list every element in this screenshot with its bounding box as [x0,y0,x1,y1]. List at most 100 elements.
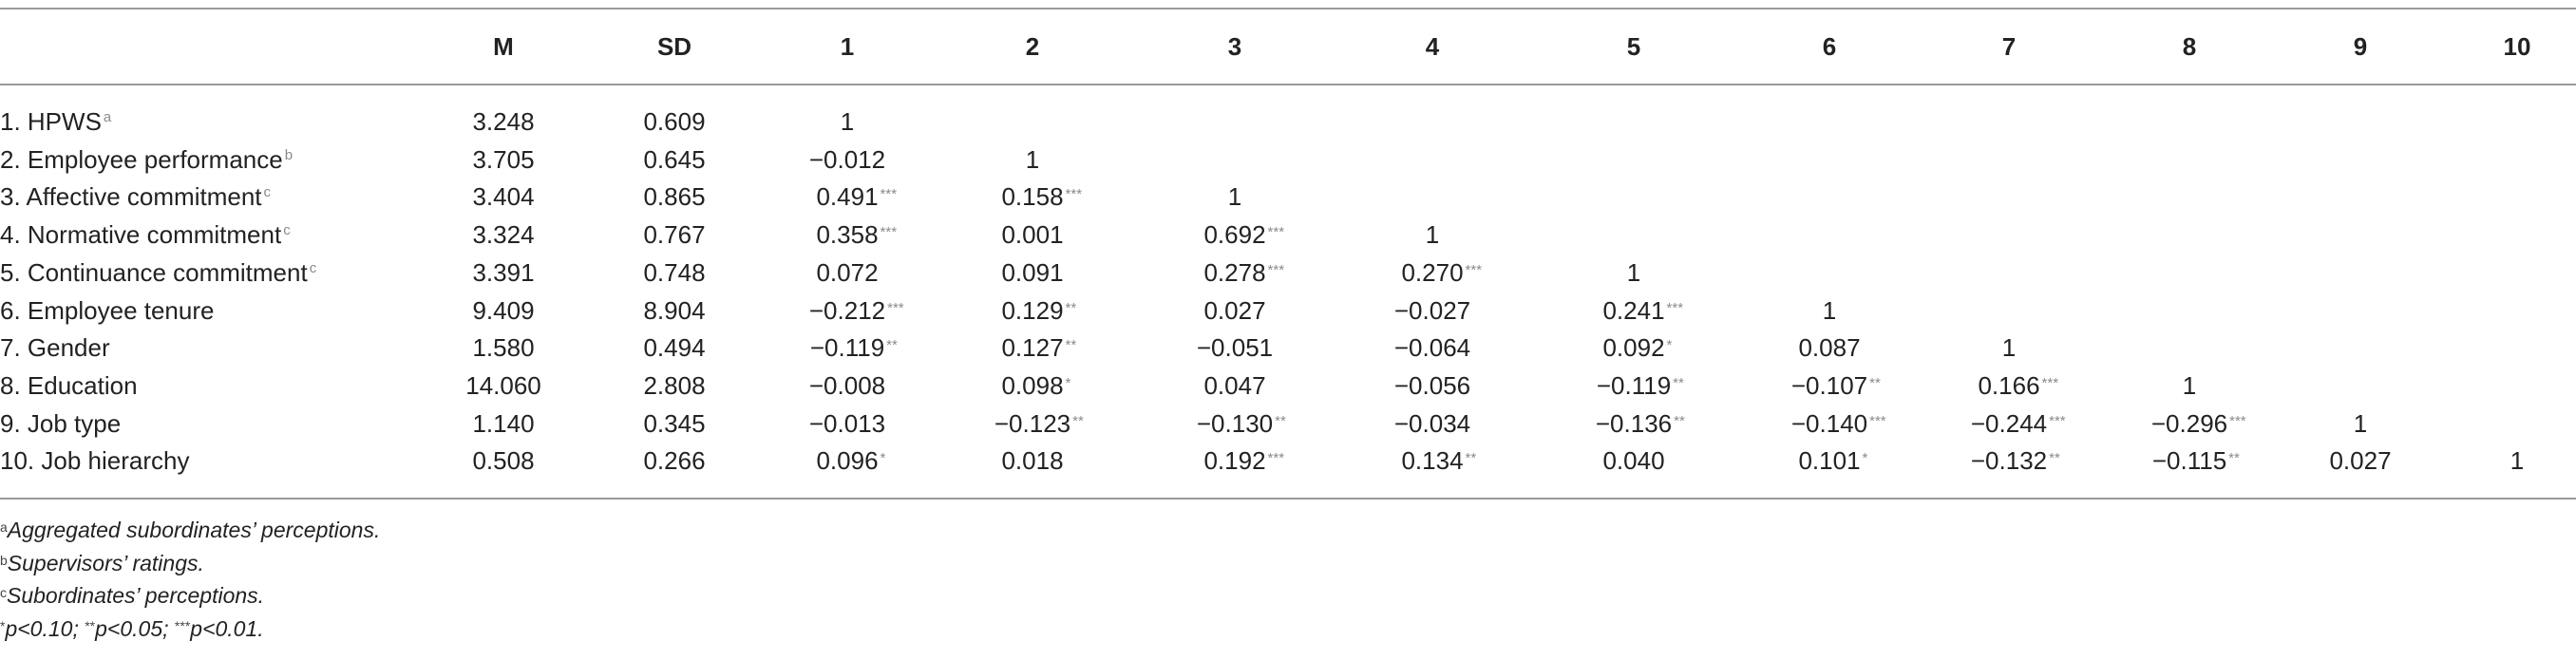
value-text: 0.345 [643,408,706,438]
cell-value: −0.115 ** [2151,446,2240,476]
label-text: 10. Job hierarchy [0,446,190,476]
cell-value: 3.404 [472,182,534,211]
value-text: 3.324 [472,220,535,250]
cell-value: −0.027 [1394,296,1470,325]
cell-value: −0.013 [809,409,885,438]
value-text: 1 [1425,220,1440,250]
value-text: −0.119 [1596,370,1672,400]
cell-value: 1 [2510,446,2524,475]
value-text: 0.092 [1602,333,1665,363]
header-text: 6 [1822,32,1837,61]
row-label: 10. Job hierarchy [0,446,189,475]
cell-value: 3.248 [472,107,534,136]
value-text: −0.115 [2151,446,2227,476]
value-text: −0.027 [1393,295,1471,325]
value-text: 0.027 [1203,295,1266,325]
value-text: −0.140 [1790,408,1868,438]
cell-value: 1.580 [472,333,534,362]
value-text: 0.127 [1001,333,1064,363]
significance: * [1666,337,1673,354]
significance: *** [1666,299,1684,316]
header-text: 4 [1425,32,1440,61]
cell-value: 9.409 [472,296,534,325]
value-text: 1 [2182,370,2197,400]
cell-value: 0.158 *** [1001,182,1082,212]
footnote-mark: c [0,585,7,600]
value-text: −0.296 [2150,408,2228,438]
significance: *** [1267,261,1285,278]
cell-value: 0.092 * [1602,333,1672,363]
value-text: 0.278 [1203,257,1266,287]
significance: ** [1065,299,1077,316]
value-text: 0.645 [643,144,706,174]
value-text: 0.129 [1001,295,1064,325]
footnote-text: p<0.01. [190,615,264,641]
value-text: −0.212 [808,295,886,325]
label-text: 2. Employee performance [0,144,283,174]
label-text: 5. Continuance commitment [0,257,308,287]
cell-value: −0.296 *** [2150,408,2246,438]
cell-value: 0.129 ** [1001,295,1076,325]
significance: ** [1869,374,1881,391]
value-text: 3.705 [472,144,535,174]
label-text: 4. Normative commitment [0,220,282,250]
row-label: 5. Continuance commitment c [0,258,316,287]
value-text: 0.096 [816,446,879,476]
value-text: 1 [2353,408,2368,438]
header-text: 7 [2001,32,2017,61]
value-text: 0.040 [1602,446,1665,476]
footnote-mark: b [0,552,8,568]
footnote: cSubordinates’ perceptions. [0,582,264,609]
significance: ** [1674,412,1685,429]
value-text: 3.391 [472,257,535,287]
value-text: 0.158 [1001,182,1064,212]
value-text: 0.001 [1001,220,1064,250]
cell-value: 1 [1026,145,1039,174]
value-text: −0.123 [994,408,1071,438]
value-text: 1.580 [472,333,535,363]
significance: *** [887,299,904,316]
label-sup: c [309,259,317,276]
bottom-rule [0,498,2576,500]
cell-value: 0.241 *** [1602,295,1683,325]
value-text: 0.047 [1203,370,1266,400]
significance: * [1862,450,1868,467]
cell-value: −0.212 *** [808,295,904,325]
cell-value: 0.494 [643,333,705,362]
cell-value: 0.278 *** [1203,257,1284,287]
header-text: 3 [1227,32,1242,61]
cell-value: 1 [2354,409,2367,438]
value-text: 0.166 [1978,370,2040,400]
cell-value: 0.192 *** [1203,446,1284,475]
cell-value: 0.047 [1203,371,1265,400]
value-text: 0.072 [816,257,879,287]
value-text: 0.134 [1401,446,1464,476]
value-text: 0.491 [816,182,879,212]
cell-value: 0.491 *** [816,182,897,212]
label-text: 1. HPWS [0,107,102,136]
value-text: 0.241 [1602,295,1665,325]
significance: *** [1267,224,1285,241]
cell-value: −0.244 *** [1971,409,2066,438]
label-sup: a [103,109,112,125]
header-text: 10 [2503,32,2531,61]
value-text: 2.808 [643,370,706,400]
label-sup: c [263,184,272,201]
cell-value: 1 [1426,220,1439,249]
cell-value: −0.107 ** [1791,371,1881,400]
cell-value: 1 [2183,371,2196,400]
cell-value: −0.132 ** [1970,446,2060,476]
value-text: 1 [1626,257,1641,287]
cell-value: −0.136 ** [1596,409,1685,438]
cell-value: 3.705 [472,145,534,174]
value-text: 0.508 [472,446,535,476]
value-text: −0.132 [1970,446,2048,476]
cell-value: 3.391 [472,258,534,287]
cell-value: −0.064 [1394,333,1470,362]
footnote-mark: *** [174,617,191,633]
cell-value: −0.130 ** [1197,409,1286,438]
value-text: 0.767 [643,220,706,250]
cell-value: 0.748 [643,258,705,287]
footnote: aAggregated subordinates’ perceptions. [0,517,380,543]
footnote: bSupervisors’ ratings. [0,550,204,576]
